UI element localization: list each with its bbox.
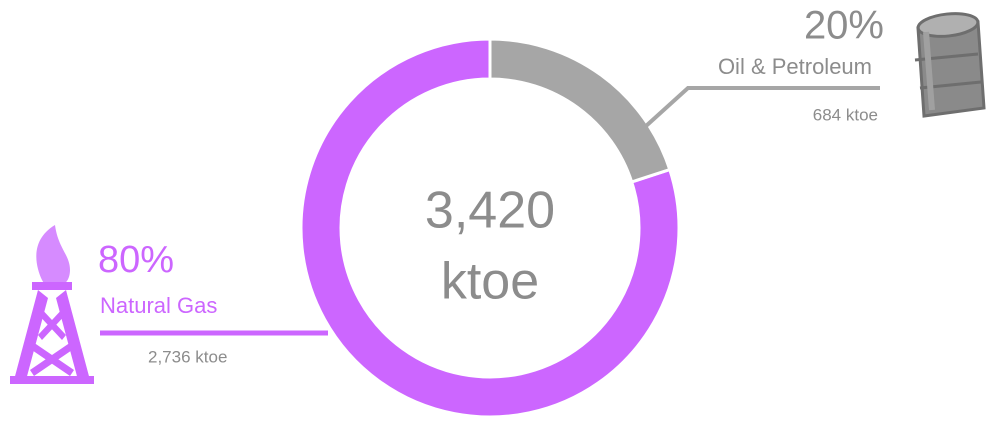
leader-line	[644, 86, 880, 128]
barrel-icon	[914, 12, 986, 118]
category-label: Natural Gas	[100, 293, 217, 318]
percent-label: 20%	[804, 4, 884, 48]
gas-icon	[10, 225, 94, 384]
amount-label: 684 ktoe	[813, 105, 878, 124]
donut-segment	[299, 37, 681, 419]
center-unit: ktoe	[441, 253, 539, 311]
category-label: Oil & Petroleum	[718, 54, 872, 79]
amount-label: 2,736 ktoe	[148, 347, 227, 366]
center-value: 3,420	[425, 182, 555, 240]
donut-segment	[488, 37, 672, 184]
percent-label: 80%	[98, 239, 174, 281]
